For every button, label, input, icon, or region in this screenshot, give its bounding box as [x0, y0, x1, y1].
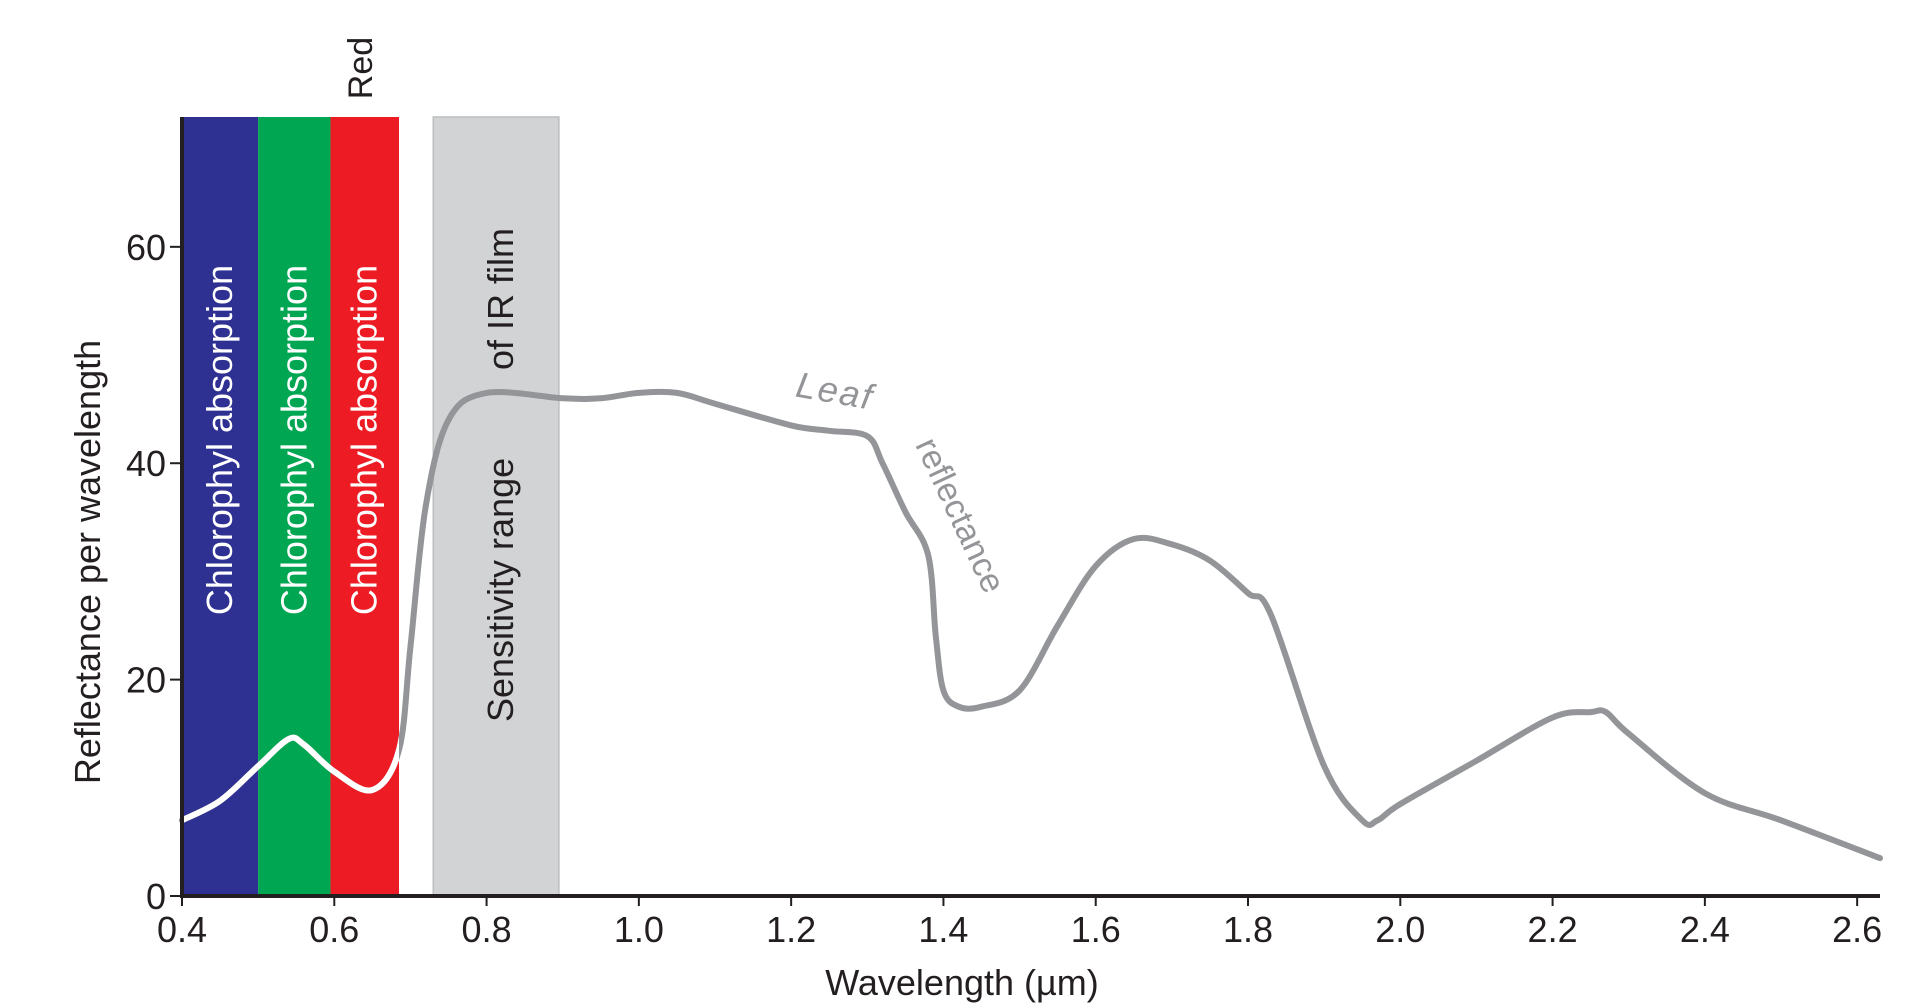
- chlorophyl-absorption-band-2: [330, 117, 400, 896]
- x-axis-label: Wavelength (µm): [825, 962, 1098, 1003]
- x-tick-label: 2.4: [1680, 909, 1730, 950]
- reflectance-label-word: reflectance: [908, 432, 1013, 599]
- band-label-2: Chlorophyl absorption: [344, 265, 385, 615]
- x-tick-label: 1.6: [1071, 909, 1121, 950]
- x-tick-label: 0.4: [157, 909, 207, 950]
- band-label-0: Chlorophyl absorption: [199, 265, 240, 615]
- x-tick-label: 1.8: [1223, 909, 1273, 950]
- y-tick-label: 40: [126, 443, 166, 484]
- x-tick-label: 0.8: [462, 909, 512, 950]
- x-tick-label: 2.0: [1375, 909, 1425, 950]
- ir-band-label-line1: Sensitivity range: [480, 458, 521, 722]
- leaf-reflectance-curve: [179, 388, 1883, 862]
- y-axis-label: Reflectance per wavelength: [67, 340, 108, 784]
- axes-layer: 0.4 0.6 0.8 1.0 1.2 1.4 1.6 1.8 2.0 2.2 2.4 2.6 0 20 4…: [126, 117, 1882, 950]
- y-tick-label: 20: [126, 660, 166, 701]
- ir-film-sensitivity-band: [432, 116, 560, 897]
- x-tick-label: 2.6: [1832, 909, 1882, 950]
- x-tick-label: 0.6: [309, 909, 359, 950]
- x-tick-label: 1.0: [614, 909, 664, 950]
- x-tick-label: 1.2: [766, 909, 816, 950]
- curve-layer: [179, 388, 1883, 862]
- chlorophyl-absorption-band-1: [258, 117, 331, 896]
- ir-band-label-line2: of IR film: [480, 228, 521, 370]
- x-tick-label: 1.4: [918, 909, 968, 950]
- y-tick-label: 60: [126, 227, 166, 268]
- band-layer: [182, 116, 560, 897]
- red-band-top-label: Red: [342, 37, 380, 99]
- chlorophyl-absorption-band-0: [182, 117, 259, 896]
- band-label-layer: Chlorophyl absorption Chlorophyl absorpti…: [199, 228, 521, 722]
- leaf-label-word: Leaf: [793, 364, 879, 418]
- band-label-1: Chlorophyl absorption: [273, 265, 314, 615]
- x-tick-label: 2.2: [1528, 909, 1578, 950]
- y-tick-label: 0: [146, 876, 166, 917]
